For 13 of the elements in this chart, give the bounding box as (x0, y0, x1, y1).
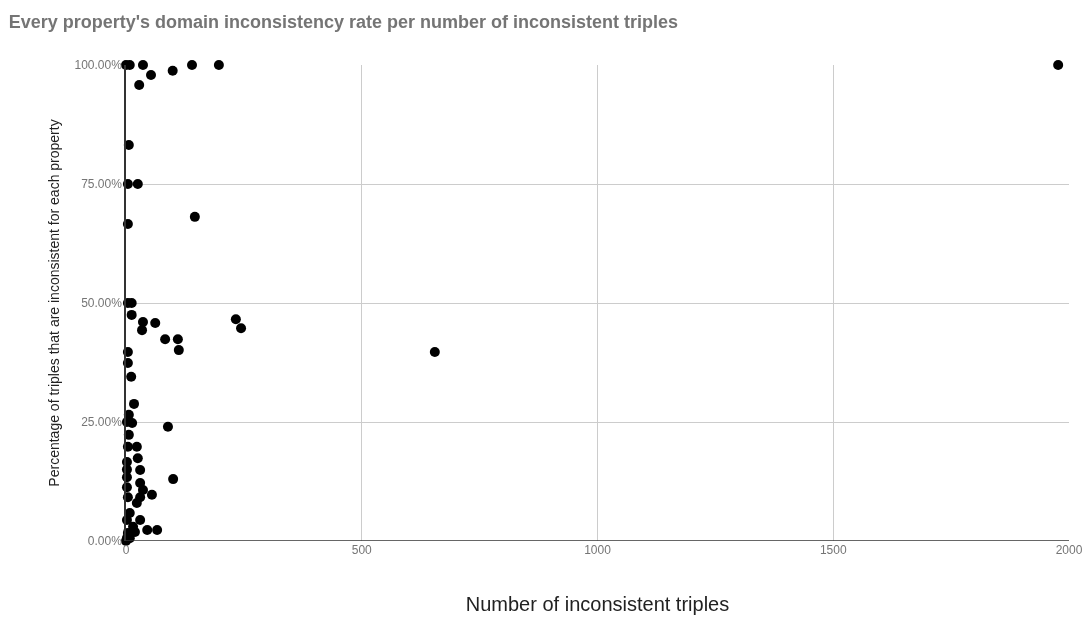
x-axis-title: Number of inconsistent triples (465, 592, 730, 615)
x-tick-label: 1500 (819, 543, 847, 557)
x-tick-label: 0 (122, 543, 130, 557)
y-tick-label: 100.00% (74, 58, 123, 73)
x-tick-label: 1000 (584, 543, 612, 557)
y-tick-label: 50.00% (81, 296, 123, 311)
x-tick-label: 500 (351, 543, 373, 557)
chart-title: Every property's domain inconsistency rate per number of inconsistent triples (8, 12, 679, 33)
y-tick-label: 25.00% (81, 415, 123, 430)
y-axis-title: Percentage of triples that are inconsistent for each property (45, 119, 62, 487)
y-tick-label: 0.00% (87, 534, 123, 549)
x-tick-label: 2000 (1055, 543, 1083, 557)
y-tick-label: 75.00% (81, 177, 123, 192)
